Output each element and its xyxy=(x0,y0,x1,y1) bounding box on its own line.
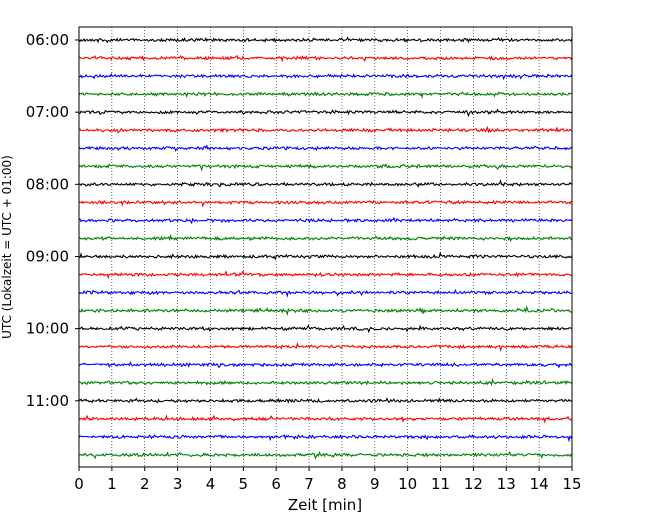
x-tick-label: 7 xyxy=(304,475,314,493)
x-tick-label: 4 xyxy=(206,475,216,493)
x-tick-label: 3 xyxy=(173,475,183,493)
x-tick-label: 14 xyxy=(530,475,549,493)
x-tick-label: 5 xyxy=(239,475,249,493)
trace-1100 xyxy=(78,397,573,404)
x-tick-label: 9 xyxy=(370,475,380,493)
y-axis-label: UTC (Lokalzeit = UTC + 01:00) xyxy=(0,155,14,339)
trace-0745 xyxy=(78,163,573,172)
y-tick-label: 06:00 xyxy=(26,31,69,49)
trace-0630 xyxy=(78,72,573,81)
trace-1145 xyxy=(78,450,573,460)
trace-1030 xyxy=(78,361,573,369)
trace-0915 xyxy=(78,269,573,280)
y-tick-label: 11:00 xyxy=(26,392,69,410)
trace-0930 xyxy=(78,288,573,298)
y-tick-label: 10:00 xyxy=(26,320,69,338)
x-tick-label: 0 xyxy=(74,475,84,493)
trace-0715 xyxy=(78,125,573,134)
x-tick-label: 15 xyxy=(562,475,581,493)
trace-1000 xyxy=(78,324,573,334)
x-tick-label: 13 xyxy=(497,475,516,493)
x-axis-label: Zeit [min] xyxy=(288,496,362,514)
vertical-grid xyxy=(111,27,540,467)
y-tick-label: 08:00 xyxy=(26,175,69,193)
x-tick-label: 8 xyxy=(337,475,347,493)
x-tick-label: 1 xyxy=(107,475,117,493)
plot-background xyxy=(79,27,572,467)
trace-0645 xyxy=(78,91,573,99)
trace-0730 xyxy=(78,144,573,152)
plot-frame xyxy=(78,26,573,468)
trace-0600 xyxy=(78,36,573,44)
trace-0830 xyxy=(78,216,573,225)
trace-0945 xyxy=(78,304,573,316)
trace-0815 xyxy=(78,199,573,208)
x-axis-ticks: 0 1 2 3 4 5 6 7 8 9 10 11 12 13 14 15 xyxy=(74,467,582,493)
x-tick-label: 2 xyxy=(140,475,150,493)
x-tick-label: 12 xyxy=(464,475,483,493)
trace-0615 xyxy=(78,54,573,63)
y-axis-ticks: 06:00 07:00 08:00 09:00 10:00 11:00 xyxy=(26,31,79,410)
x-tick-label: 6 xyxy=(271,475,281,493)
traces-group xyxy=(78,36,573,460)
x-tick-label: 10 xyxy=(398,475,417,493)
trace-1045 xyxy=(78,377,573,387)
trace-0845 xyxy=(78,233,573,243)
y-tick-label: 07:00 xyxy=(26,103,69,121)
trace-1130 xyxy=(78,434,573,443)
y-tick-label: 09:00 xyxy=(26,247,69,265)
trace-1115 xyxy=(78,414,573,424)
x-tick-label: 11 xyxy=(431,475,450,493)
trace-0800 xyxy=(78,179,573,189)
trace-1015 xyxy=(78,341,573,353)
trace-0700 xyxy=(78,108,573,118)
trace-0900 xyxy=(79,251,573,261)
